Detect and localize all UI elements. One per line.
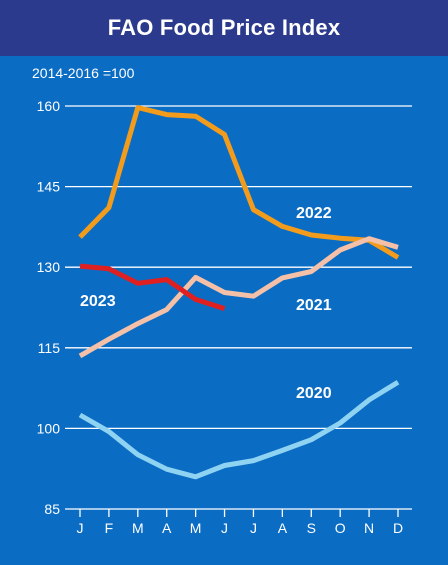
y-tick-label: 85 (44, 501, 60, 517)
x-tick-label: A (162, 520, 172, 536)
chart-title: FAO Food Price Index (107, 15, 341, 40)
y-tick-label: 130 (37, 259, 61, 275)
series-label-2020: 2020 (296, 385, 332, 402)
series-label-2021: 2021 (296, 297, 332, 314)
y-axis-unit-label: 2014-2016 =100 (32, 65, 135, 81)
x-tick-label: J (77, 520, 84, 536)
series-line-2021 (78, 236, 399, 359)
x-tick-label: M (190, 520, 202, 536)
chart-header: FAO Food Price Index (0, 0, 448, 56)
gridlines (65, 105, 412, 510)
x-tick-label: A (278, 520, 288, 536)
y-tick-label: 145 (37, 179, 61, 195)
series-lines (78, 105, 400, 480)
series-label-2022: 2022 (296, 205, 332, 222)
x-tick-label: D (393, 520, 403, 536)
x-tick-label: J (250, 520, 257, 536)
x-tick-label: O (335, 520, 346, 536)
x-tick-label: S (307, 520, 316, 536)
series-line-2020 (78, 380, 400, 480)
series-label-2023: 2023 (80, 293, 116, 310)
y-tick-label: 115 (38, 340, 61, 356)
y-tick-label: 100 (37, 420, 61, 436)
series-line-2022 (78, 105, 400, 260)
y-axis-ticks: 85 100 115 130 145 160 (37, 98, 61, 517)
series-line-2023 (79, 263, 226, 311)
x-tick-label: M (132, 520, 144, 536)
x-tick-label: F (105, 520, 114, 536)
series-labels: 2022 2021 2020 2023 (80, 205, 332, 402)
x-tick-label: N (364, 520, 374, 536)
y-tick-label: 160 (37, 98, 61, 114)
x-tick-label: J (221, 520, 228, 536)
